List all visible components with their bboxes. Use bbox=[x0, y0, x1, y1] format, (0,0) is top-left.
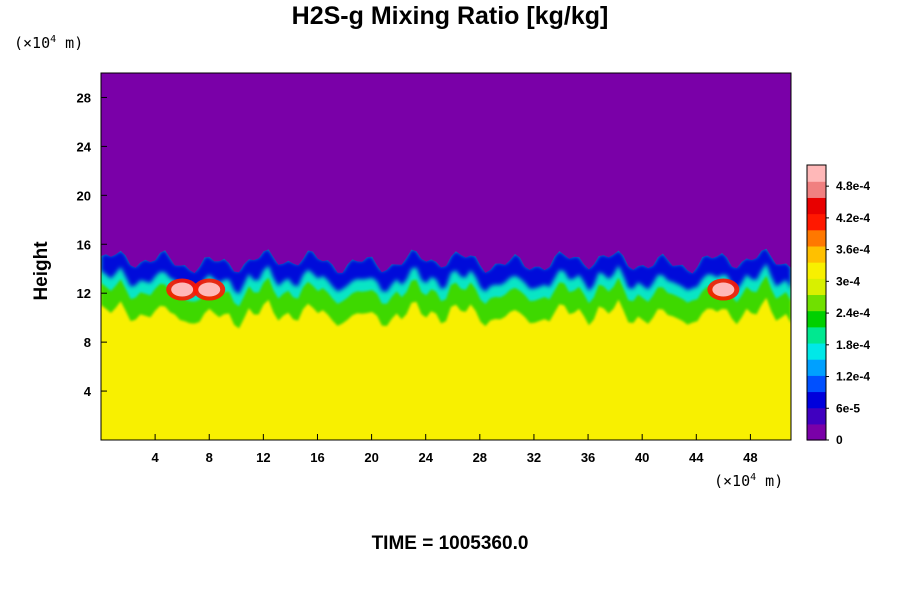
hotspot bbox=[193, 278, 226, 301]
colorbar-tick-label: 1.8e-4 bbox=[836, 338, 870, 352]
colorbar-frame bbox=[806, 164, 827, 441]
colorbar-segment bbox=[807, 407, 826, 425]
y-tick-label: 28 bbox=[77, 90, 91, 105]
y-tick-label: 24 bbox=[77, 139, 92, 154]
x-tick-label: 20 bbox=[364, 450, 378, 465]
chart-title: H2S-g Mixing Ratio [kg/kg] bbox=[291, 2, 609, 30]
x-tick-label: 28 bbox=[473, 450, 487, 465]
colorbar-tick-label: 6e-5 bbox=[836, 401, 860, 415]
colorbar-segment bbox=[807, 375, 826, 393]
y-tick-label: 16 bbox=[77, 237, 91, 252]
colorbar-segment bbox=[807, 326, 826, 344]
x-tick-label: 8 bbox=[206, 450, 213, 465]
y-axis-unit: (×104 m) bbox=[14, 34, 84, 52]
time-label: TIME = 1005360.0 bbox=[371, 533, 529, 554]
x-tick-label: 32 bbox=[527, 450, 541, 465]
upper-layer-fill bbox=[101, 73, 791, 274]
colorbar-segment bbox=[807, 294, 826, 312]
x-axis-ticks: 4 8 12 16 20 24 28 32 36 40 44 48 bbox=[152, 434, 758, 465]
x-axis-unit: (×104 m) bbox=[714, 472, 784, 490]
hotspots-group bbox=[166, 278, 740, 301]
x-tick-label: 12 bbox=[256, 450, 270, 465]
x-tick-label: 44 bbox=[689, 450, 704, 465]
colorbar-segment bbox=[807, 423, 826, 441]
x-tick-label: 4 bbox=[152, 450, 160, 465]
colorbar-segment bbox=[807, 359, 826, 376]
x-tick-label: 48 bbox=[743, 450, 757, 465]
colorbar-tick-label: 4.2e-4 bbox=[836, 211, 870, 225]
colorbar-tick-label: 2.4e-4 bbox=[836, 306, 870, 320]
colorbar-segment bbox=[807, 165, 826, 182]
plot-frame bbox=[100, 72, 792, 441]
x-tick-label: 24 bbox=[418, 450, 433, 465]
colorbar-segment bbox=[807, 391, 826, 409]
y-tick-label: 8 bbox=[84, 335, 91, 350]
colorbar-tick-label: 0 bbox=[836, 433, 843, 447]
hotspot bbox=[166, 278, 199, 301]
colorbar-tick-label: 4.8e-4 bbox=[836, 179, 870, 193]
y-tick-label: 12 bbox=[77, 286, 91, 301]
colorbar-segment bbox=[807, 262, 826, 279]
colorbar-segment bbox=[807, 229, 826, 247]
colorbar-segment bbox=[807, 310, 826, 328]
plot-area bbox=[101, 73, 791, 440]
colorbar-tick-label: 3.6e-4 bbox=[836, 243, 870, 257]
hotspot bbox=[707, 278, 740, 301]
colorbar-segment bbox=[807, 181, 826, 198]
x-tick-label: 36 bbox=[581, 450, 595, 465]
y-axis-ticks: 4 8 12 16 20 24 28 bbox=[77, 90, 107, 399]
colorbar: 0 6e-5 1.2e-4 1.8e-4 2.4e-4 3e-4 3.6e-4 4.2e-4 4… bbox=[806, 164, 870, 447]
x-tick-label: 16 bbox=[310, 450, 324, 465]
colorbar-segment bbox=[807, 342, 826, 360]
colorbar-segment bbox=[807, 278, 826, 296]
y-tick-label: 4 bbox=[84, 384, 92, 399]
colorbar-segment bbox=[807, 197, 826, 215]
hotspot-core bbox=[198, 282, 221, 297]
x-tick-label: 40 bbox=[635, 450, 649, 465]
mixing-zone-blue bbox=[101, 247, 791, 295]
y-tick-label: 20 bbox=[77, 188, 91, 203]
colorbar-tick-label: 1.2e-4 bbox=[836, 370, 870, 384]
hotspot-core bbox=[712, 282, 735, 297]
colorbar-segment bbox=[807, 213, 826, 231]
colorbar-tick-label: 3e-4 bbox=[836, 274, 860, 288]
colorbar-segment bbox=[807, 245, 826, 263]
hotspot-core bbox=[171, 282, 194, 297]
